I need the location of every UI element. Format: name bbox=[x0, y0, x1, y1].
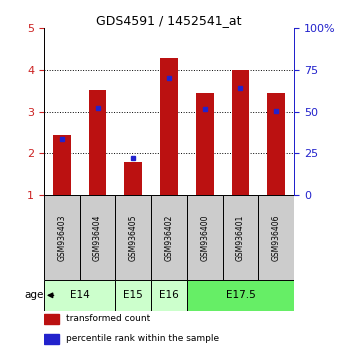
Text: GSM936406: GSM936406 bbox=[272, 215, 281, 261]
Bar bbox=[115, 195, 151, 280]
Bar bbox=[44, 195, 80, 280]
Text: E14: E14 bbox=[70, 290, 90, 300]
Bar bbox=[115, 280, 151, 310]
Bar bbox=[258, 195, 294, 280]
Bar bbox=[160, 57, 178, 195]
Bar bbox=[151, 195, 187, 280]
Text: E17.5: E17.5 bbox=[225, 290, 255, 300]
Bar bbox=[80, 195, 115, 280]
Bar bbox=[44, 280, 115, 310]
Text: percentile rank within the sample: percentile rank within the sample bbox=[67, 335, 220, 343]
Bar bbox=[187, 280, 294, 310]
Text: age: age bbox=[25, 290, 44, 300]
Title: GDS4591 / 1452541_at: GDS4591 / 1452541_at bbox=[96, 14, 242, 27]
Text: transformed count: transformed count bbox=[67, 314, 151, 324]
Text: GSM936405: GSM936405 bbox=[129, 215, 138, 261]
Bar bbox=[232, 70, 249, 195]
Text: E15: E15 bbox=[123, 290, 143, 300]
Bar bbox=[124, 162, 142, 195]
Text: E16: E16 bbox=[159, 290, 179, 300]
Text: GSM936403: GSM936403 bbox=[57, 215, 66, 261]
Bar bbox=[196, 93, 214, 195]
Text: GSM936401: GSM936401 bbox=[236, 215, 245, 261]
Text: GSM936404: GSM936404 bbox=[93, 215, 102, 261]
Bar bbox=[44, 314, 59, 324]
Bar bbox=[223, 195, 258, 280]
Bar bbox=[44, 334, 59, 344]
Bar bbox=[53, 135, 71, 195]
Bar bbox=[151, 280, 187, 310]
Text: GSM936402: GSM936402 bbox=[165, 215, 173, 261]
Text: GSM936400: GSM936400 bbox=[200, 215, 209, 261]
Bar bbox=[267, 93, 285, 195]
Bar bbox=[89, 90, 106, 195]
Bar bbox=[187, 195, 223, 280]
